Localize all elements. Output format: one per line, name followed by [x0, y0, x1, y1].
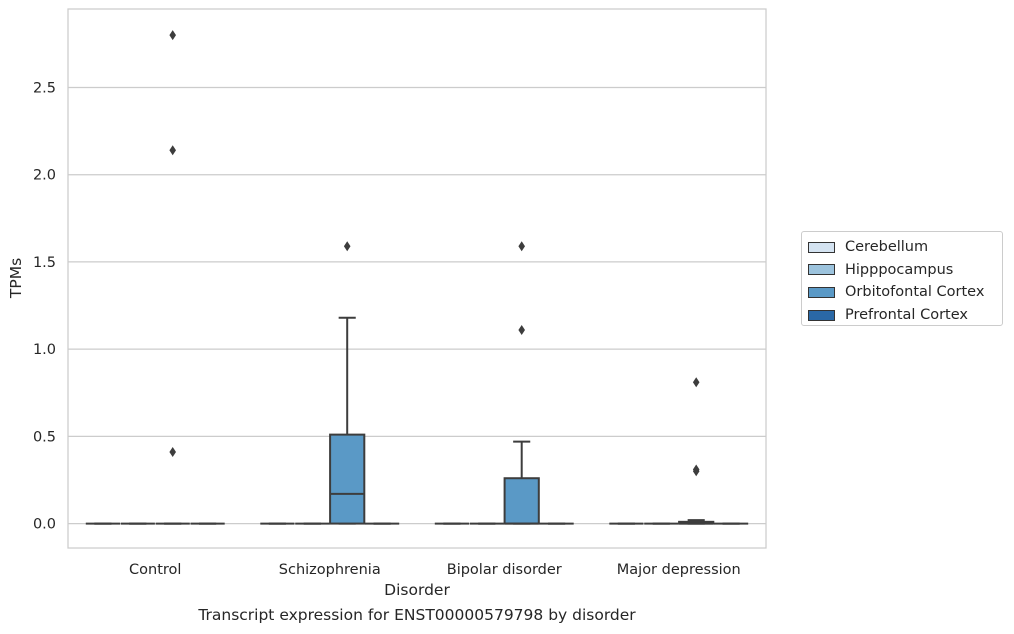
legend-item: Hipppocampus	[808, 259, 1002, 282]
box	[329, 433, 366, 525]
plot-frame	[67, 8, 767, 549]
outlier-point	[169, 30, 176, 41]
legend-label: Hipppocampus	[845, 261, 954, 278]
x-tick-label: Schizophrenia	[279, 562, 381, 578]
y-tick-label: 2.0	[33, 168, 56, 184]
legend-swatch	[808, 264, 835, 276]
legend-label: Cerebellum	[845, 239, 929, 256]
x-axis-label: Disorder	[384, 581, 450, 599]
legend-label: Orbitofontal Cortex	[845, 284, 985, 301]
y-axis-label: TPMs	[7, 258, 25, 299]
chart-caption: Transcript expression for ENST0000057979…	[198, 606, 636, 624]
x-axis-ticks: Control Schizophrenia Bipolar disorder Majo…	[129, 562, 741, 578]
outlier-point	[692, 377, 700, 388]
outlier-point	[518, 241, 525, 252]
outlier-point	[169, 447, 176, 458]
y-tick-label: 0.0	[33, 517, 56, 533]
legend-item: Prefrontal Cortex	[808, 304, 1002, 327]
x-tick-label: Major depression	[617, 562, 741, 578]
legend-item: Orbitofontal Cortex	[808, 281, 1002, 304]
outlier-point	[169, 145, 176, 156]
outlier-point	[692, 464, 700, 475]
y-tick-label: 1.0	[33, 342, 56, 358]
outlier-point	[518, 324, 525, 335]
box-plot-series	[85, 30, 749, 525]
legend-swatch	[808, 309, 835, 321]
legend-swatch	[808, 286, 835, 298]
y-tick-label: 1.5	[33, 255, 56, 271]
y-tick-label: 2.5	[33, 80, 56, 96]
legend: Cerebellum Hipppocampus Orbitofontal Corte…	[801, 231, 1003, 326]
y-axis-ticks: 0.0 0.5 1.0 1.5 2.0 2.5	[33, 80, 56, 532]
outlier-point	[343, 241, 351, 252]
y-tick-label: 0.5	[33, 429, 56, 445]
box	[503, 477, 540, 525]
x-tick-label: Bipolar disorder	[447, 562, 562, 578]
legend-item: Cerebellum	[808, 236, 1002, 259]
legend-label: Prefrontal Cortex	[845, 307, 968, 324]
legend-swatch	[808, 241, 835, 253]
x-tick-label: Control	[129, 562, 181, 578]
